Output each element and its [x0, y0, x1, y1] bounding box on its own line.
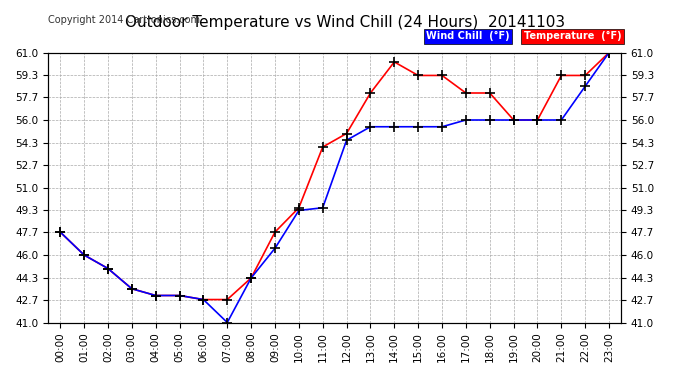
Text: Wind Chill  (°F): Wind Chill (°F) — [426, 31, 510, 41]
Text: Temperature  (°F): Temperature (°F) — [524, 31, 621, 41]
Text: Copyright 2014 Cartronics.com: Copyright 2014 Cartronics.com — [48, 15, 200, 25]
Text: Outdoor Temperature vs Wind Chill (24 Hours)  20141103: Outdoor Temperature vs Wind Chill (24 Ho… — [125, 15, 565, 30]
